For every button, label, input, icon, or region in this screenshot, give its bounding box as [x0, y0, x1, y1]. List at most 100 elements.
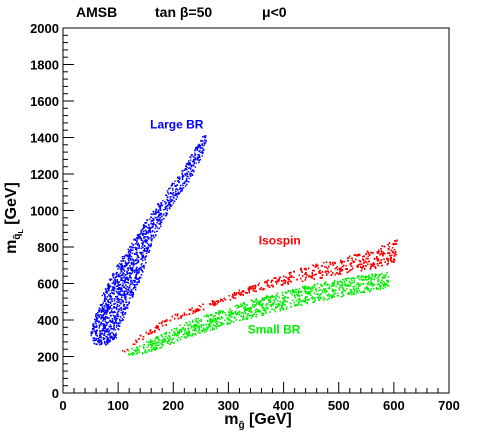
data-point: [115, 332, 117, 334]
data-point: [145, 236, 147, 238]
data-point: [198, 155, 200, 157]
data-point: [173, 183, 175, 185]
data-point: [181, 188, 183, 190]
data-point: [148, 230, 150, 232]
data-point: [100, 343, 103, 345]
data-point: [150, 242, 152, 245]
data-point: [254, 290, 256, 292]
data-point: [95, 332, 97, 334]
data-point: [193, 165, 195, 167]
data-point: [122, 260, 125, 262]
data-point: [171, 192, 173, 195]
data-point: [126, 263, 128, 265]
data-point: [136, 262, 138, 264]
data-point: [134, 238, 137, 240]
data-point: [115, 326, 118, 328]
data-point: [124, 293, 127, 296]
data-point: [112, 289, 114, 291]
data-point: [350, 262, 353, 264]
data-point: [109, 339, 111, 342]
data-point: [190, 166, 193, 168]
data-point: [113, 329, 115, 331]
data-point: [131, 281, 133, 284]
data-point: [197, 309, 199, 311]
data-point: [204, 137, 206, 139]
data-point: [352, 267, 354, 270]
data-point: [120, 298, 123, 301]
data-point: [282, 284, 284, 286]
data-point: [111, 321, 113, 324]
data-point: [193, 162, 195, 165]
data-point: [151, 226, 153, 228]
data-point: [192, 156, 195, 158]
data-point: [128, 259, 130, 262]
data-point: [377, 259, 379, 261]
data-point: [145, 331, 147, 334]
data-point: [134, 260, 136, 262]
data-point: [313, 270, 315, 272]
data-point: [140, 231, 142, 233]
data-point: [239, 294, 242, 296]
data-point: [107, 285, 109, 287]
data-point: [116, 288, 118, 290]
data-point: [382, 253, 384, 255]
data-point: [303, 268, 306, 270]
data-point: [104, 326, 106, 328]
data-point: [164, 207, 167, 209]
data-point: [140, 252, 142, 254]
data-point: [198, 144, 200, 146]
data-point: [104, 331, 106, 333]
data-point: [132, 292, 134, 294]
data-point: [159, 205, 162, 207]
data-point: [142, 249, 145, 252]
data-point: [120, 290, 122, 293]
data-point: [133, 281, 136, 283]
data-point: [276, 279, 279, 282]
data-point: [142, 247, 144, 249]
data-point: [199, 158, 201, 161]
data-point: [97, 312, 99, 314]
data-point: [376, 251, 378, 254]
data-point: [165, 212, 167, 214]
data-point: [169, 205, 171, 208]
data-point: [120, 277, 123, 279]
data-point: [110, 321, 112, 323]
data-point: [311, 276, 313, 278]
data-point: [100, 311, 103, 313]
data-point: [120, 279, 122, 282]
data-point: [134, 279, 136, 282]
data-point: [204, 139, 206, 141]
data-point: [107, 317, 109, 319]
data-point: [122, 276, 125, 279]
data-point: [133, 263, 136, 265]
data-point: [176, 194, 178, 196]
data-point: [146, 248, 148, 251]
data-point: [393, 261, 395, 263]
data-point: [301, 280, 304, 282]
data-point: [190, 159, 192, 161]
data-point: [120, 294, 122, 296]
data-point: [116, 285, 119, 287]
data-point: [99, 330, 101, 332]
data-point: [249, 287, 251, 289]
data-point: [315, 273, 317, 275]
data-point: [175, 193, 177, 195]
data-point: [123, 265, 126, 268]
data-point: [184, 181, 186, 183]
data-point: [171, 204, 173, 206]
data-point: [116, 279, 118, 281]
data-point: [124, 308, 126, 311]
data-point: [153, 236, 155, 239]
data-point: [125, 262, 128, 264]
data-point: [107, 300, 109, 303]
data-point: [131, 270, 133, 272]
data-point: [132, 263, 134, 265]
data-point: [179, 178, 181, 180]
data-point: [117, 328, 119, 330]
data-point: [376, 257, 378, 260]
data-point: [133, 260, 135, 262]
data-point: [106, 330, 108, 332]
data-point: [114, 317, 116, 320]
data-point: [131, 252, 134, 255]
data-point: [380, 250, 382, 252]
